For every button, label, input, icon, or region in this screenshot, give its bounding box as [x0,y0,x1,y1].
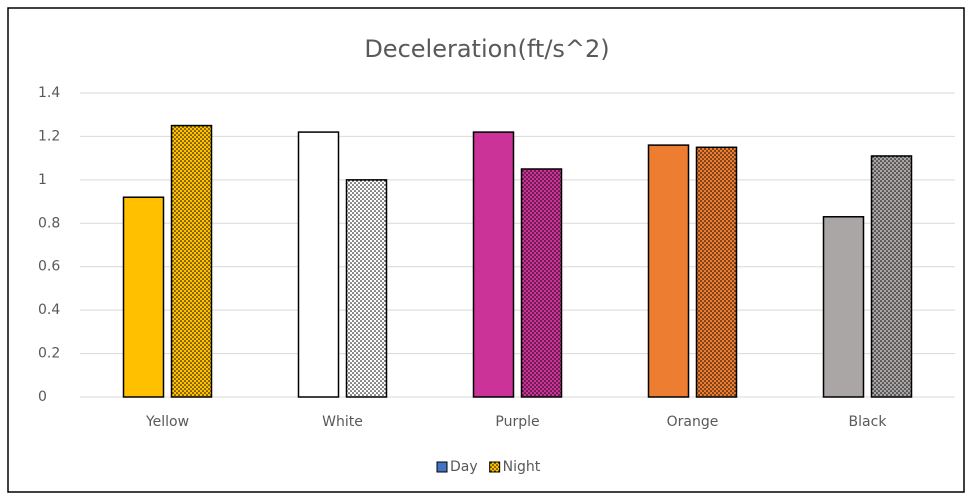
legend-label: Night [503,459,541,475]
x-tick-label: Purple [495,414,539,430]
legend-swatch [489,461,501,473]
y-tick-label: 0.6 [38,259,60,275]
x-tick-label: Orange [667,414,719,430]
legend-label: Day [450,459,478,475]
bar [822,216,865,398]
bar [870,155,913,398]
x-tick-label: White [322,414,363,430]
bar [520,168,563,398]
bar [297,131,340,398]
bar [122,196,165,398]
bar [170,124,213,398]
chart-title: Deceleration(ft/s^2) [364,35,609,63]
y-tick-label: 0.8 [38,215,60,231]
legend-swatch [436,461,448,473]
x-tick-label: Black [849,414,888,430]
bar [647,144,690,398]
bar [695,146,738,398]
y-tick-label: 0 [38,389,47,405]
y-tick-label: 1.2 [38,128,60,144]
y-tick-label: 0.2 [38,346,60,362]
bar [472,131,515,398]
x-tick-label: Yellow [145,414,189,430]
y-tick-label: 1 [38,172,47,188]
y-tick-label: 0.4 [38,302,60,318]
bar [345,179,388,398]
y-tick-label: 1.4 [38,85,60,101]
